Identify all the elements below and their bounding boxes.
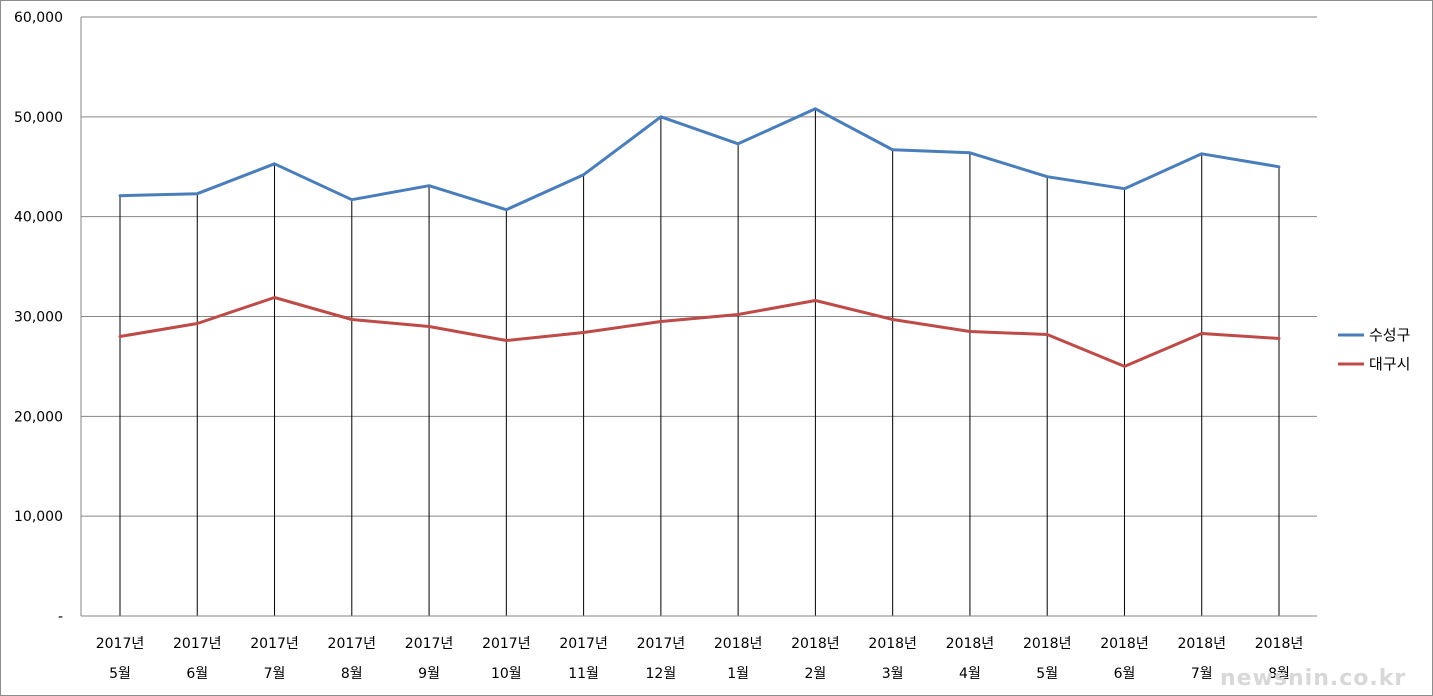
y-tick-label: 60,000 (14, 10, 63, 26)
x-tick-label: 2018년 (1023, 636, 1072, 652)
x-tick-label: 2017년 (482, 636, 531, 652)
x-tick-label: 2017년 (173, 636, 222, 652)
x-tick-label: 2017년 (96, 636, 145, 652)
x-tick-label: 7월 (1191, 666, 1213, 682)
x-tick-label: 2017년 (559, 636, 608, 652)
x-tick-label: 5월 (1036, 666, 1058, 682)
watermark: newsnin.co.kr (1220, 666, 1406, 691)
x-tick-label: 10월 (491, 666, 522, 682)
y-tick-labels: - 10,000 20,000 30,000 40,000 50,000 60,000 (14, 10, 63, 625)
y-tick-label: 30,000 (14, 310, 63, 326)
x-tick-label: 7월 (264, 666, 286, 682)
x-tick-label: 2017년 (637, 636, 686, 652)
x-tick-label: 2018년 (946, 636, 995, 652)
x-tick-label: 11월 (568, 666, 599, 682)
x-tick-label: 2018년 (714, 636, 763, 652)
series-line-2 (118, 296, 1281, 368)
x-tick-label: 8월 (1268, 666, 1290, 682)
x-tick-label: 8월 (341, 666, 363, 682)
x-tick-label: 4월 (959, 666, 981, 682)
x-tick-label: 1월 (727, 666, 749, 682)
y-tick-label: 40,000 (14, 210, 63, 226)
axes (80, 17, 1317, 617)
legend-label: 대구시 (1369, 355, 1410, 373)
x-tick-label: 12월 (646, 666, 677, 682)
x-tick-label: 2018년 (1100, 636, 1149, 652)
y-tick-label: 20,000 (14, 409, 63, 425)
x-tick-label: 6월 (186, 666, 208, 682)
series-line-1 (118, 107, 1281, 212)
series-lines (118, 107, 1281, 368)
y-tick-label: 10,000 (14, 509, 63, 525)
x-tick-label: 2017년 (328, 636, 377, 652)
x-tick-label: 2월 (805, 666, 827, 682)
legend-label: 수성구 (1369, 326, 1410, 344)
x-tick-label: 2018년 (791, 636, 840, 652)
x-tick-label: 6월 (1114, 666, 1136, 682)
x-tick-label: 2018년 (868, 636, 917, 652)
x-tick-label: 2017년 (405, 636, 454, 652)
gridlines (81, 16, 1317, 517)
y-tick-label: - (58, 609, 63, 625)
x-tick-label: 9월 (418, 666, 440, 682)
x-tick-label: 2017년 (250, 636, 299, 652)
x-tick-label: 2018년 (1255, 636, 1304, 652)
x-tick-labels: 2017년 5월 2017년 6월 2017년 7월 2017년 8월 2017년 9월 2017년… (96, 636, 1304, 682)
drop-lines (119, 108, 1280, 616)
x-tick-label: 5월 (109, 666, 131, 682)
x-tick-label: 3월 (882, 666, 904, 682)
y-tick-label: 50,000 (14, 110, 63, 126)
x-tick-label: 2018년 (1177, 636, 1226, 652)
